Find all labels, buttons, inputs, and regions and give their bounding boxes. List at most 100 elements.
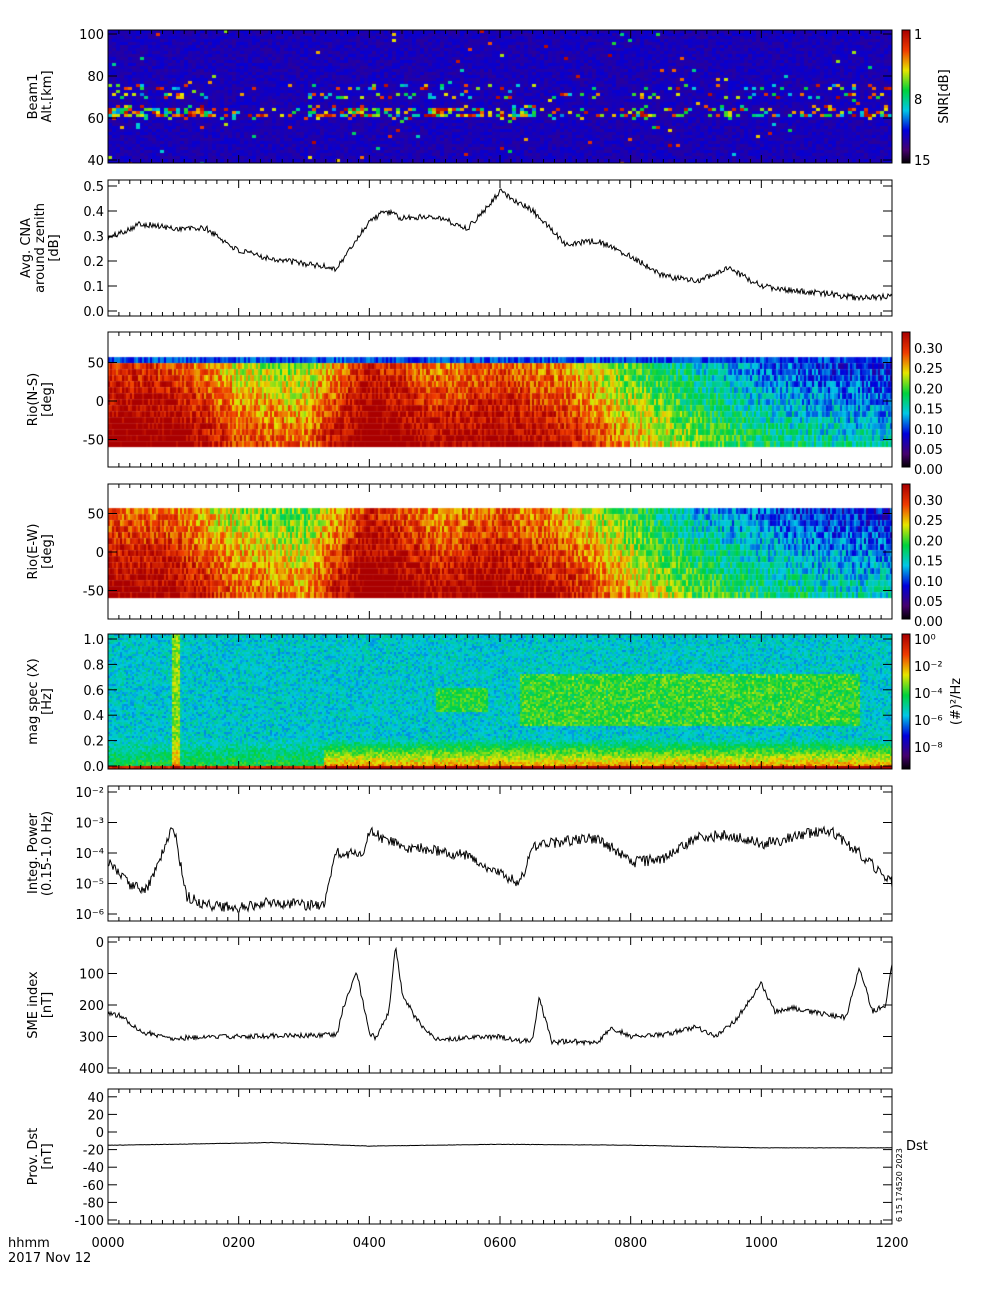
y-tick-label: 50 — [87, 508, 104, 523]
rio-ew-heatmap — [108, 484, 892, 619]
y-tick-label: 0 — [96, 936, 104, 951]
y-axis-label: (0.15-1.0 Hz) — [40, 811, 55, 896]
colorbar-tick-label: 10⁻² — [914, 660, 943, 675]
y-tick-label: 0.0 — [83, 760, 104, 775]
y-tick-label: 0.2 — [83, 735, 104, 750]
panel-1: 40 60 80 100 Beam1 Alt.[km] 1 8 15 SNR[dB] — [26, 28, 952, 169]
date-label: 2017 Nov 12 — [8, 1251, 91, 1266]
y-tick-label: 10⁻⁶ — [75, 908, 104, 923]
y-tick-label: 100 — [79, 28, 104, 43]
x-tick-label: 1200 — [875, 1236, 908, 1251]
y-tick-label: 300 — [79, 1031, 104, 1046]
y-tick-label: -100 — [74, 1214, 104, 1229]
colorbar-tick-label: 8 — [914, 93, 922, 108]
colorbar-tick-label: 0.00 — [914, 463, 943, 478]
colorbar-tick-label: 0.05 — [914, 443, 943, 458]
colorbar-tick-label: 0.10 — [914, 423, 943, 438]
colorbar-tick-label: 10⁰ — [914, 633, 936, 648]
y-axis-label: SME index — [26, 971, 41, 1039]
colorbar-tick-label: 15 — [914, 154, 931, 169]
colorbar-3 — [902, 484, 910, 619]
colorbar-tick-label: 0.15 — [914, 403, 943, 418]
plot-frame — [107, 1088, 893, 1225]
y-axis-label: Rio(E-W) — [26, 524, 41, 580]
y-tick-label: -60 — [83, 1179, 104, 1194]
x-tick-label: 0600 — [483, 1236, 516, 1251]
colorbar-frame — [901, 29, 911, 164]
y-axis-label: Beam1 — [26, 74, 41, 120]
y-axis-label: around zenith — [33, 203, 48, 293]
y-axis-label: Rio(N-S) — [26, 373, 41, 426]
colorbar-tick-label: 0.20 — [914, 382, 943, 397]
colorbar-tick-label: 0.20 — [914, 534, 943, 549]
plot-frame — [107, 483, 893, 620]
colorbar-tick-label: 0.15 — [914, 555, 943, 570]
panel-7: 0 100 200 300 400 SME index [nT] — [26, 936, 893, 1077]
panel-4: 50 0 -50 Rio(E-W) [deg] 0.30 0.25 0.20 0.15 0.10 0… — [26, 483, 943, 630]
colorbar-tick-label: 1 — [914, 28, 922, 43]
y-tick-label: 10⁻² — [75, 786, 104, 801]
y-tick-label: 80 — [87, 70, 104, 85]
y-tick-label: 0.2 — [83, 255, 104, 270]
x-tick-label: 0800 — [614, 1236, 647, 1251]
y-axis-label: Integ. Power — [26, 812, 41, 894]
y-tick-label: -80 — [83, 1196, 104, 1211]
y-axis-label: Prov. Dst — [26, 1128, 41, 1185]
timestamp-stamp: 6 15 174520 2023 — [895, 1148, 904, 1222]
plot-frame — [107, 936, 893, 1074]
colorbar-frame — [901, 331, 911, 468]
x-tick-label: 0000 — [91, 1236, 124, 1251]
y-tick-label: 10⁻³ — [75, 817, 104, 832]
plot-frame — [107, 785, 893, 922]
colorbar-tick-label: 10⁻⁸ — [914, 741, 943, 756]
panel-6: 10⁻² 10⁻³ 10⁻⁴ 10⁻⁵ 10⁻⁶ Integ. Power (0.15-1.… — [26, 785, 893, 923]
y-tick-label: -20 — [83, 1144, 104, 1159]
colorbar-4 — [902, 634, 910, 769]
panel-5: 0.0 0.2 0.4 0.6 0.8 1.0 mag spec (X) [Hz] 10⁰ 10⁻… — [26, 633, 964, 775]
y-tick-label: -40 — [83, 1161, 104, 1176]
colorbar-tick-label: 0.25 — [914, 362, 943, 377]
dst-annotation: Dst — [906, 1139, 928, 1154]
panel-2: 0.0 0.1 0.2 0.3 0.4 0.5 Avg. CNA around zenith[… — [19, 179, 893, 320]
y-tick-label: 0.3 — [83, 230, 104, 245]
series-line — [107, 1141, 893, 1149]
colorbar-tick-label: 0.30 — [914, 342, 943, 357]
colorbar-2 — [902, 332, 910, 467]
y-tick-label: 0 — [96, 395, 104, 410]
colorbar-frame — [901, 633, 911, 770]
series-line — [107, 825, 893, 913]
y-axis-label: Alt.[km] — [40, 70, 55, 122]
y-tick-label: 0.4 — [83, 709, 104, 724]
colorbar-tick-label: 0.25 — [914, 514, 943, 529]
y-tick-label: 20 — [87, 1108, 104, 1123]
plot-frame — [107, 633, 893, 770]
y-tick-label: 10⁻⁴ — [75, 847, 104, 862]
y-tick-label: 40 — [87, 1091, 104, 1106]
x-axis-label: hhmm — [8, 1236, 50, 1251]
y-tick-label: 200 — [79, 999, 104, 1014]
y-tick-label: 60 — [87, 112, 104, 127]
y-tick-label: 10⁻⁵ — [75, 878, 104, 893]
panel-8: 40 20 0 -20 -40 -60 -80 -100 Prov. Dst [nT] — [26, 1088, 893, 1229]
y-tick-label: 50 — [87, 357, 104, 372]
x-tick-label: 0200 — [222, 1236, 255, 1251]
y-axis-label: [deg] — [40, 382, 55, 417]
colorbar-tick-label: 0.30 — [914, 494, 943, 509]
plot-frame — [107, 331, 893, 468]
y-axis-label: mag spec (X) — [26, 658, 41, 744]
colorbar-tick-label: 0.05 — [914, 595, 943, 610]
y-axis-label: Avg. CNA — [19, 218, 34, 278]
y-tick-label: 0.6 — [83, 684, 104, 699]
plot-frame — [107, 179, 893, 317]
y-axis-label: [deg] — [40, 534, 55, 569]
x-tick-label: 1000 — [745, 1236, 778, 1251]
y-tick-label: 0.5 — [83, 180, 104, 195]
y-tick-label: -50 — [83, 585, 104, 600]
colorbar-0 — [902, 30, 910, 163]
x-tick-label: 0400 — [353, 1236, 386, 1251]
colorbar-tick-label: 0.00 — [914, 615, 943, 630]
colorbar-label: SNR[dB] — [937, 69, 952, 123]
y-tick-label: 0.1 — [83, 280, 104, 295]
series-line — [107, 188, 893, 302]
